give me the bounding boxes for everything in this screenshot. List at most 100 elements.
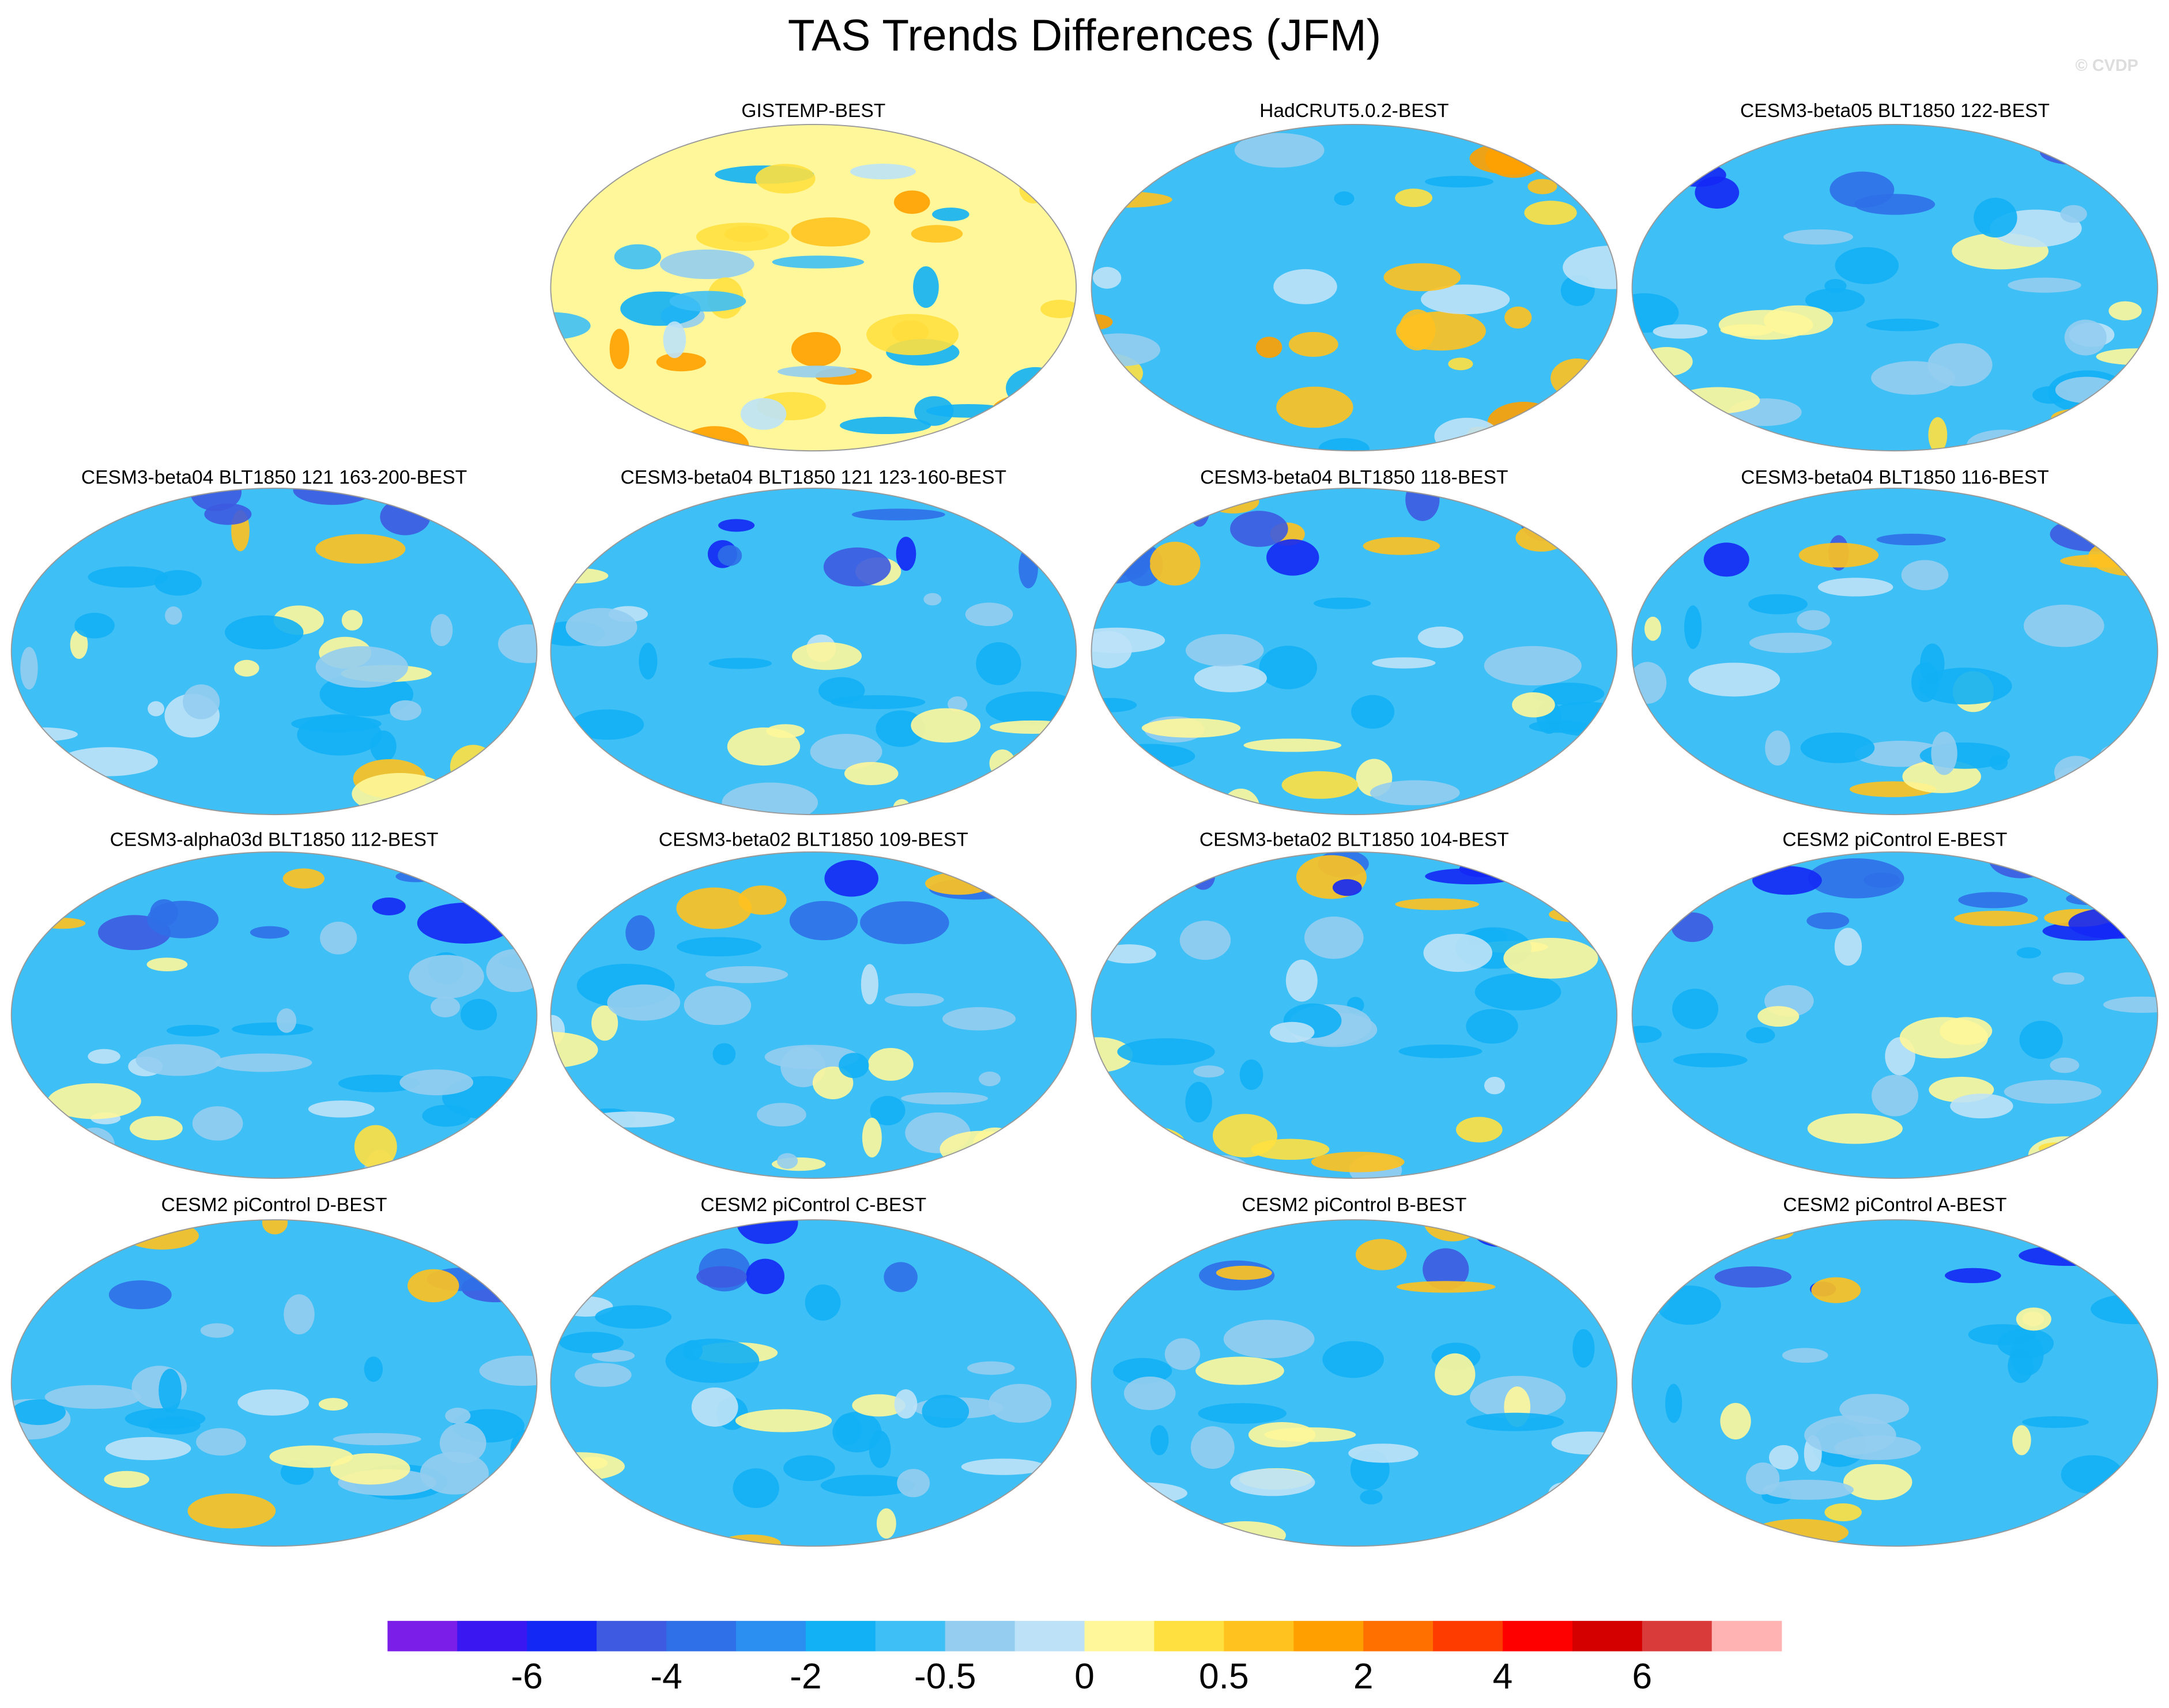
map-shading <box>1676 387 1760 414</box>
map-shading <box>746 1258 784 1294</box>
map-outline <box>550 123 1077 452</box>
map-shading <box>897 1469 930 1498</box>
map-shading <box>1967 429 2040 451</box>
map-shading <box>1763 305 1834 335</box>
map-shading <box>1288 331 1338 357</box>
map-shading <box>1769 1445 1799 1470</box>
map-shading <box>696 1266 747 1288</box>
map-shading <box>810 734 882 770</box>
panel-title: CESM3-beta04 BLT1850 118-BEST <box>1200 467 1508 488</box>
map-shading <box>1141 718 1241 738</box>
map-shading <box>2114 512 2158 530</box>
map-outline <box>10 1219 538 1547</box>
map-shading <box>1940 1017 1993 1045</box>
map <box>1632 488 2158 815</box>
panel-title: CESM3-alpha03d BLT1850 112-BEST <box>110 830 439 851</box>
colorbar-box <box>597 1620 667 1652</box>
panel-title: CESM2 piControl C-BEST <box>700 1194 926 1216</box>
map-shading <box>1632 1221 1683 1258</box>
map-shading <box>370 730 397 762</box>
colorbar-label: 6 <box>1632 1657 1653 1696</box>
map-shading <box>990 720 1076 734</box>
map-shading <box>901 1092 989 1105</box>
map-shading <box>1423 1248 1469 1291</box>
map-shading <box>839 1053 869 1079</box>
map-shading <box>192 1106 243 1141</box>
map-shading <box>135 1044 221 1076</box>
colorbar-box <box>1154 1620 1225 1652</box>
map-shading <box>1720 1402 1751 1440</box>
map-shading <box>1012 760 1077 795</box>
map <box>550 851 1077 1179</box>
map-shading <box>591 1005 618 1041</box>
map-shading <box>1223 1319 1315 1359</box>
map-shading <box>1193 1065 1225 1078</box>
map-shading <box>2028 1136 2103 1174</box>
map-shading <box>884 993 944 1006</box>
map-shading <box>2008 1348 2034 1383</box>
colorbar-label: -2 <box>790 1657 821 1696</box>
map-shading <box>1243 738 1342 752</box>
map-shading <box>2023 604 2104 647</box>
map-shading <box>1504 306 1532 329</box>
map-outline <box>10 851 538 1179</box>
map-shading <box>1974 198 2017 237</box>
map-shading <box>2100 1525 2158 1547</box>
map-shading <box>148 1416 201 1435</box>
map-shading <box>28 874 92 906</box>
map-shading <box>1144 851 1199 868</box>
panel-title: GISTEMP-BEST <box>741 100 885 122</box>
map-shading <box>684 986 752 1025</box>
map-shading <box>639 643 658 680</box>
map-shading <box>1772 438 1798 451</box>
map-shading <box>1093 267 1122 289</box>
map-shading <box>1360 1490 1383 1505</box>
map-shading <box>1763 1225 1794 1240</box>
map-shading <box>1198 1403 1287 1424</box>
colorbar-box <box>875 1620 946 1652</box>
map-shading <box>961 1458 1046 1475</box>
colorbar-box <box>1224 1620 1294 1652</box>
map-shading <box>352 772 448 815</box>
map-shading <box>1474 973 1561 1011</box>
map-shading <box>262 1220 288 1235</box>
map-shading <box>1091 124 1106 136</box>
map-shading <box>583 1233 652 1262</box>
map-shading <box>330 1453 410 1485</box>
map-shading <box>791 217 870 247</box>
map-shading <box>61 1248 81 1275</box>
map-shading <box>1273 269 1337 304</box>
map-shading <box>1533 1220 1617 1242</box>
map-outline <box>1631 851 2159 1179</box>
colorbar-box <box>1363 1620 1434 1652</box>
map-shading <box>410 489 475 522</box>
colorbar-box <box>1711 1620 1782 1652</box>
map-shading <box>1195 1155 1252 1179</box>
map-shading <box>669 291 746 312</box>
map <box>1091 1220 1617 1547</box>
map-shading <box>1829 171 1895 208</box>
map-shading <box>1632 662 1667 704</box>
map-shading <box>2016 947 2042 959</box>
map-shading <box>88 1049 120 1064</box>
panel-title: CESM2 piControl A-BEST <box>1783 1194 2006 1216</box>
map-shading <box>1864 872 1900 888</box>
map <box>550 488 1077 815</box>
map-shading <box>565 608 638 647</box>
map-shading <box>1471 1220 1529 1247</box>
map-shading <box>1314 597 1371 609</box>
map-shading <box>1103 744 1195 768</box>
map-shading <box>1230 511 1288 547</box>
map-shading <box>159 1368 182 1413</box>
map-shading <box>1094 1503 1115 1516</box>
colorbar-box <box>1084 1620 1155 1652</box>
map-shading <box>772 255 865 269</box>
map-shading <box>1097 1270 1131 1295</box>
map-shading <box>1435 1353 1476 1396</box>
map-shading <box>2019 1245 2118 1266</box>
map-shading <box>1632 782 1673 815</box>
map-shading <box>659 249 755 280</box>
map-shading <box>1997 1328 2054 1359</box>
colorbar-label: 2 <box>1353 1657 1374 1696</box>
map-outline <box>550 487 1077 816</box>
